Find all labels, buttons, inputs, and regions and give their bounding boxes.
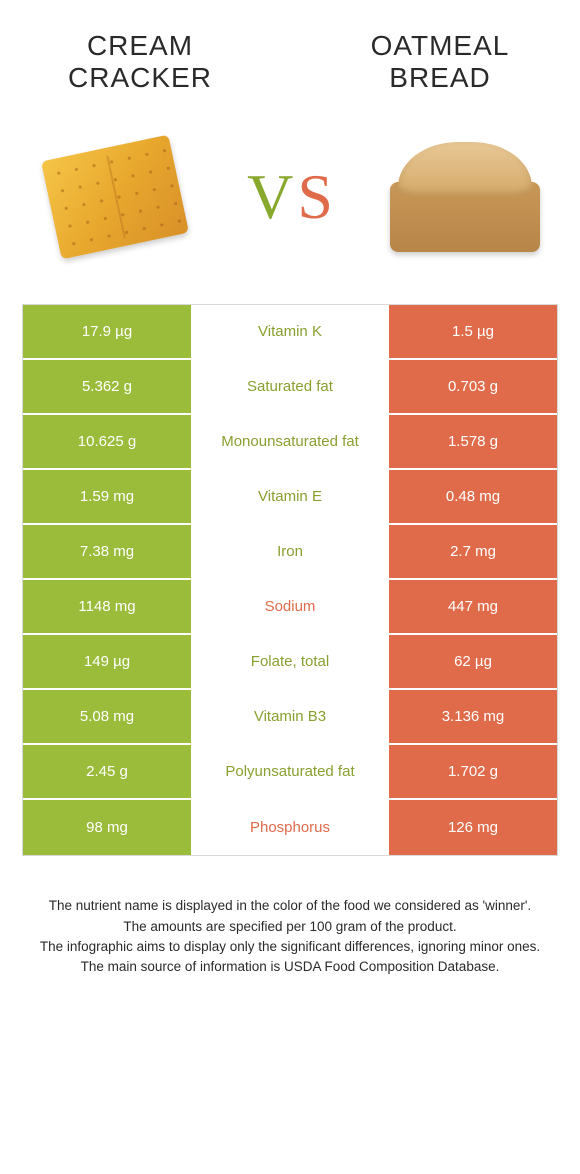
header: CREAM CRACKER OATMEAL BREAD bbox=[0, 0, 580, 104]
left-value: 98 mg bbox=[23, 800, 191, 855]
right-food-title: OATMEAL BREAD bbox=[340, 30, 540, 94]
right-value: 3.136 mg bbox=[389, 690, 557, 743]
right-value: 2.7 mg bbox=[389, 525, 557, 578]
nutrient-label: Iron bbox=[191, 525, 389, 578]
left-value: 1148 mg bbox=[23, 580, 191, 633]
nutrient-label: Sodium bbox=[191, 580, 389, 633]
left-value: 1.59 mg bbox=[23, 470, 191, 523]
footer-line: The infographic aims to display only the… bbox=[30, 937, 550, 957]
nutrient-label: Folate, total bbox=[191, 635, 389, 688]
footer-line: The main source of information is USDA F… bbox=[30, 957, 550, 977]
left-value: 10.625 g bbox=[23, 415, 191, 468]
nutrient-label: Vitamin K bbox=[191, 305, 389, 358]
table-row: 149 µgFolate, total62 µg bbox=[23, 635, 557, 690]
left-value: 149 µg bbox=[23, 635, 191, 688]
nutrient-label: Phosphorus bbox=[191, 800, 389, 855]
footer-line: The nutrient name is displayed in the co… bbox=[30, 896, 550, 916]
nutrient-label: Vitamin B3 bbox=[191, 690, 389, 743]
table-row: 5.08 mgVitamin B33.136 mg bbox=[23, 690, 557, 745]
footer-notes: The nutrient name is displayed in the co… bbox=[30, 896, 550, 977]
left-value: 17.9 µg bbox=[23, 305, 191, 358]
nutrient-label: Vitamin E bbox=[191, 470, 389, 523]
table-row: 5.362 gSaturated fat0.703 g bbox=[23, 360, 557, 415]
right-value: 0.48 mg bbox=[389, 470, 557, 523]
right-value: 1.5 µg bbox=[389, 305, 557, 358]
vs-s: S bbox=[297, 160, 333, 234]
left-value: 7.38 mg bbox=[23, 525, 191, 578]
vs-v: V bbox=[247, 160, 293, 234]
table-row: 1148 mgSodium447 mg bbox=[23, 580, 557, 635]
table-row: 10.625 gMonounsaturated fat1.578 g bbox=[23, 415, 557, 470]
bread-icon bbox=[380, 127, 550, 267]
table-row: 17.9 µgVitamin K1.5 µg bbox=[23, 305, 557, 360]
table-row: 1.59 mgVitamin E0.48 mg bbox=[23, 470, 557, 525]
left-food-title: CREAM CRACKER bbox=[40, 30, 240, 94]
right-value: 1.578 g bbox=[389, 415, 557, 468]
right-value: 62 µg bbox=[389, 635, 557, 688]
nutrient-label: Monounsaturated fat bbox=[191, 415, 389, 468]
nutrient-label: Polyunsaturated fat bbox=[191, 745, 389, 798]
right-value: 1.702 g bbox=[389, 745, 557, 798]
vs-label: VS bbox=[247, 160, 333, 234]
right-value: 0.703 g bbox=[389, 360, 557, 413]
footer-line: The amounts are specified per 100 gram o… bbox=[30, 917, 550, 937]
right-value: 447 mg bbox=[389, 580, 557, 633]
hero-row: VS bbox=[0, 104, 580, 304]
left-value: 5.08 mg bbox=[23, 690, 191, 743]
comparison-table: 17.9 µgVitamin K1.5 µg5.362 gSaturated f… bbox=[22, 304, 558, 856]
right-value: 126 mg bbox=[389, 800, 557, 855]
left-value: 2.45 g bbox=[23, 745, 191, 798]
nutrient-label: Saturated fat bbox=[191, 360, 389, 413]
cracker-icon bbox=[30, 127, 200, 267]
left-value: 5.362 g bbox=[23, 360, 191, 413]
table-row: 2.45 gPolyunsaturated fat1.702 g bbox=[23, 745, 557, 800]
table-row: 7.38 mgIron2.7 mg bbox=[23, 525, 557, 580]
table-row: 98 mgPhosphorus126 mg bbox=[23, 800, 557, 855]
